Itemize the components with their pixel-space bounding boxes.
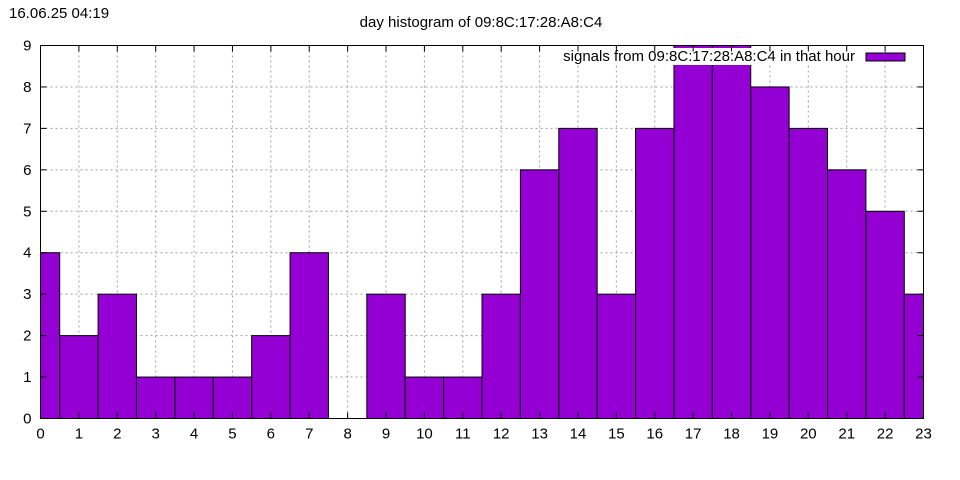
histogram-bar [865,210,905,419]
y-tick-label: 7 [23,120,31,137]
x-tick-label: 23 [915,426,932,443]
histogram-bar [59,335,99,419]
histogram-bar [711,45,752,419]
histogram-bar [97,293,137,419]
x-tick-label: 17 [685,426,702,443]
histogram-bar [404,376,445,419]
x-tick-labels: 0 1 2 3 4 5 6 7 8 9 10 11 12 13 14 15 16 17 18 19 20 21 22 23 [36,426,932,443]
x-tick-label: 3 [152,426,160,443]
bars [40,45,924,419]
histogram-bar [212,376,253,419]
histogram-bar [903,293,924,419]
x-tick-label: 16 [646,426,663,443]
x-tick-label: 12 [493,426,510,443]
y-tick-label: 6 [23,162,31,179]
histogram-bar [827,169,867,419]
histogram-bar [519,169,560,419]
timestamp: 16.06.25 04:19 [9,5,109,22]
histogram-bar [596,293,637,419]
x-tick-label: 0 [36,426,44,443]
y-tick-label: 4 [23,245,31,262]
x-tick-label: 19 [762,426,779,443]
legend-background [561,48,857,65]
histogram-bar [174,376,214,419]
x-tick-label: 21 [838,426,855,443]
chart-title: day histogram of 09:8C:17:28:A8:C4 [360,14,603,31]
x-tick-label: 13 [531,426,548,443]
x-tick-label: 4 [190,426,198,443]
histogram-bar [443,376,483,419]
x-tick-label: 8 [343,426,351,443]
legend-swatch [865,52,906,62]
histogram-bar [750,86,790,419]
x-tick-label: 1 [75,426,83,443]
x-tick-label: 15 [608,426,625,443]
x-tick-label: 5 [228,426,236,443]
histogram-bar [673,45,713,419]
x-tick-label: 9 [382,426,390,443]
y-tick-label: 9 [23,38,31,55]
histogram-bar [481,293,521,419]
histogram-bar [135,376,176,419]
y-tick-labels: 0 1 2 3 4 5 6 7 8 9 [23,38,31,428]
x-tick-label: 7 [305,426,313,443]
y-tick-label: 3 [23,286,31,303]
y-tick-label: 1 [23,369,31,386]
y-tick-label: 2 [23,328,31,345]
x-tick-label: 14 [570,426,587,443]
x-tick-label: 22 [877,426,894,443]
y-tick-label: 5 [23,203,31,220]
plot-frame [40,45,924,419]
x-tick-label: 18 [723,426,740,443]
y-tick-label: 0 [23,411,31,428]
legend: signals from 09:8C:17:28:A8:C4 in that h… [561,48,906,65]
plot-border [40,45,924,419]
histogram-bar [251,335,291,419]
histogram-bar [289,252,329,419]
x-tick-label: 20 [800,426,817,443]
histogram-bar [558,127,598,419]
x-tick-label: 2 [113,426,121,443]
x-tick-label: 10 [416,426,433,443]
y-tick-label: 8 [23,79,31,96]
x-tick-label: 11 [455,426,471,443]
histogram-bar [366,293,406,419]
histogram-bar [788,127,829,419]
histogram-bar [635,127,675,419]
legend-label: signals from 09:8C:17:28:A8:C4 in that h… [563,48,855,65]
x-tick-label: 6 [267,426,275,443]
